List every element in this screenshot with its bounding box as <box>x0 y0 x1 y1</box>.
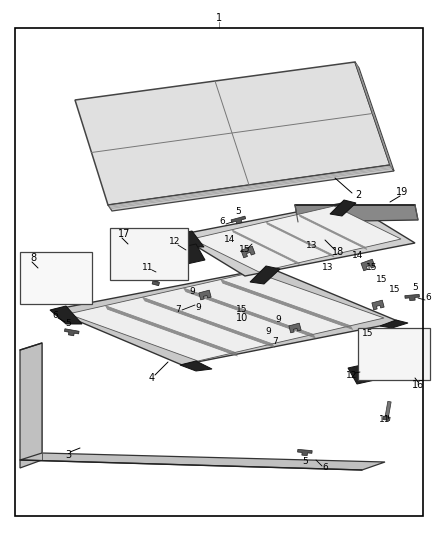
Text: 9: 9 <box>275 316 281 325</box>
Polygon shape <box>178 244 205 264</box>
Polygon shape <box>108 165 394 211</box>
Text: 15: 15 <box>389 286 401 295</box>
Polygon shape <box>361 259 375 271</box>
Text: 5: 5 <box>302 457 308 466</box>
Polygon shape <box>382 352 397 360</box>
Text: 15: 15 <box>366 263 378 272</box>
Text: 14: 14 <box>224 236 236 245</box>
Text: 15: 15 <box>376 276 388 285</box>
Text: 11: 11 <box>142 263 154 272</box>
Polygon shape <box>154 266 162 284</box>
Text: 19: 19 <box>396 187 408 197</box>
Text: 4: 4 <box>149 373 155 383</box>
Polygon shape <box>289 323 301 333</box>
Text: 16: 16 <box>412 380 424 390</box>
Polygon shape <box>192 206 401 272</box>
Text: 10: 10 <box>236 313 248 323</box>
Polygon shape <box>199 290 211 300</box>
Polygon shape <box>385 401 391 418</box>
Bar <box>20 252 92 304</box>
Polygon shape <box>64 329 79 336</box>
Text: 2: 2 <box>355 190 361 200</box>
Polygon shape <box>180 361 212 371</box>
Polygon shape <box>68 272 384 361</box>
Polygon shape <box>155 256 168 266</box>
Text: 7: 7 <box>272 337 278 346</box>
Bar <box>358 328 430 380</box>
Polygon shape <box>250 266 280 284</box>
Text: 9: 9 <box>265 327 271 336</box>
Polygon shape <box>131 248 144 258</box>
Polygon shape <box>178 202 415 276</box>
Text: 15: 15 <box>236 305 248 314</box>
Text: 9: 9 <box>189 287 195 296</box>
Text: 3: 3 <box>65 450 71 460</box>
Polygon shape <box>75 62 390 205</box>
Polygon shape <box>400 345 415 354</box>
Text: 7: 7 <box>175 305 181 314</box>
Polygon shape <box>380 320 408 328</box>
Text: 1: 1 <box>216 13 222 23</box>
Text: 5: 5 <box>412 284 418 293</box>
Polygon shape <box>52 268 400 365</box>
Text: 5: 5 <box>65 319 71 327</box>
Text: 12: 12 <box>170 238 181 246</box>
Polygon shape <box>231 216 246 224</box>
Polygon shape <box>46 274 62 285</box>
Polygon shape <box>152 281 159 286</box>
Polygon shape <box>383 416 390 421</box>
Bar <box>110 228 188 280</box>
Polygon shape <box>295 205 418 222</box>
Polygon shape <box>241 246 255 258</box>
Text: 6: 6 <box>219 217 225 227</box>
Text: 8: 8 <box>30 253 36 263</box>
Text: 13: 13 <box>322 263 334 272</box>
Text: 15: 15 <box>362 329 374 338</box>
Text: 15: 15 <box>239 246 251 254</box>
Text: 6: 6 <box>52 311 58 320</box>
Polygon shape <box>355 62 394 171</box>
Text: 6: 6 <box>322 464 328 472</box>
Text: 12: 12 <box>346 370 358 379</box>
Polygon shape <box>330 200 356 216</box>
Text: 9: 9 <box>195 303 201 312</box>
Text: 17: 17 <box>118 229 131 239</box>
Polygon shape <box>372 300 384 310</box>
Text: 18: 18 <box>332 247 344 257</box>
Polygon shape <box>20 343 42 468</box>
Text: 14: 14 <box>352 252 364 261</box>
Text: 5: 5 <box>235 207 241 216</box>
Polygon shape <box>20 453 385 470</box>
Text: 6: 6 <box>425 294 431 303</box>
Polygon shape <box>297 449 312 456</box>
Polygon shape <box>405 294 420 301</box>
Text: 13: 13 <box>306 241 318 251</box>
Polygon shape <box>50 306 82 324</box>
Polygon shape <box>176 231 204 247</box>
Polygon shape <box>348 364 375 384</box>
Text: 11: 11 <box>379 416 391 424</box>
